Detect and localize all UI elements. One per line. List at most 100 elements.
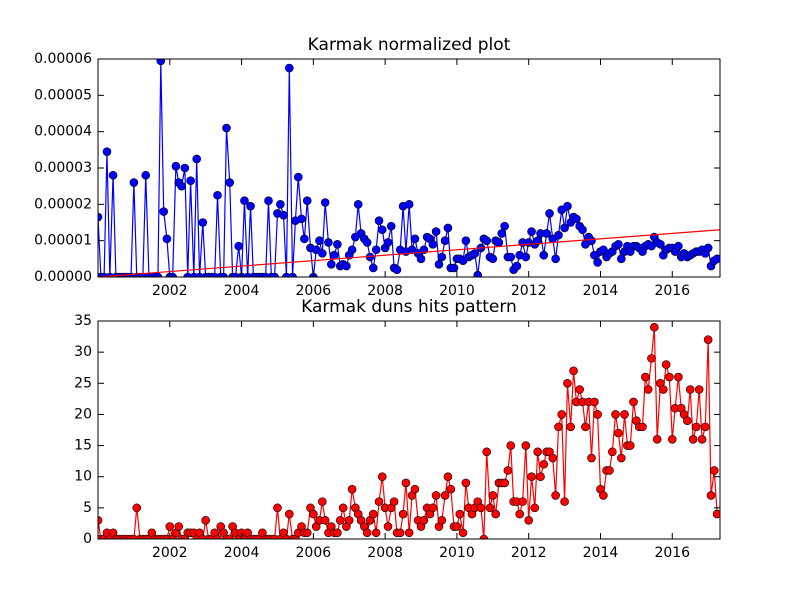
data-point	[320, 516, 330, 525]
data-point	[368, 263, 378, 273]
data-point	[333, 528, 342, 538]
data-point	[488, 491, 498, 500]
x-tick-label: 2006	[296, 283, 332, 299]
data-point	[709, 466, 719, 475]
data-point	[667, 435, 677, 444]
data-point	[560, 223, 569, 233]
data-point	[401, 478, 411, 488]
data-point	[482, 447, 492, 457]
data-point	[219, 272, 228, 277]
data-point	[482, 236, 492, 245]
data-point	[410, 234, 420, 244]
data-point	[692, 422, 701, 432]
data-point	[697, 435, 707, 444]
data-point	[521, 252, 531, 262]
data-point	[616, 254, 626, 264]
data-point	[706, 491, 716, 500]
y-tick-label: 25	[74, 375, 92, 391]
data-point	[587, 236, 596, 245]
data-point	[614, 240, 623, 249]
data-point	[569, 366, 578, 376]
data-point	[383, 522, 393, 531]
data-point	[270, 272, 279, 277]
data-point	[186, 176, 195, 186]
data-point	[470, 249, 480, 258]
data-point	[165, 522, 175, 531]
data-point	[234, 241, 243, 251]
data-point	[347, 484, 357, 494]
data-point	[440, 236, 450, 245]
data-point	[527, 227, 536, 236]
data-point	[599, 491, 608, 500]
y-tick-label: 0	[83, 531, 92, 547]
subplot: Karmak normalized plot 2002 2004 2006 2008 20…	[34, 35, 721, 299]
data-point	[273, 503, 282, 513]
data-point	[641, 372, 650, 382]
data-point	[342, 261, 351, 271]
axes-frame	[97, 320, 721, 540]
data-point	[494, 238, 504, 247]
data-point	[395, 528, 405, 538]
y-tick-label: 0.00001	[34, 233, 92, 249]
data-point	[264, 196, 273, 205]
data-point	[102, 147, 112, 156]
x-tick-label: 2010	[439, 283, 475, 299]
data-point	[201, 516, 210, 525]
data-point	[434, 259, 444, 269]
data-point	[288, 272, 297, 277]
data-point	[530, 503, 540, 513]
y-tick-label: 0.00004	[34, 124, 92, 140]
data-point	[449, 263, 459, 273]
y-tick-label: 0.00005	[34, 87, 92, 103]
data-point	[371, 528, 381, 538]
data-point	[476, 503, 486, 513]
data-point	[324, 238, 333, 247]
data-point	[285, 63, 294, 73]
data-point	[302, 528, 312, 538]
x-tick-label: 2002	[152, 545, 188, 561]
data-point	[246, 201, 255, 211]
data-point	[652, 435, 662, 444]
data-point	[428, 240, 438, 249]
data-point	[225, 534, 235, 539]
subplot: Karmak duns hits pattern 2002 2004 2006 2008…	[74, 297, 721, 561]
data-point	[347, 245, 357, 255]
data-point	[458, 528, 468, 538]
data-point	[497, 229, 507, 238]
data-point	[625, 441, 635, 450]
data-point	[551, 491, 560, 500]
data-point	[159, 207, 168, 216]
data-point	[222, 123, 231, 133]
data-point	[500, 221, 509, 231]
data-point	[213, 190, 222, 200]
data-point	[419, 516, 429, 525]
data-point	[605, 466, 614, 475]
y-tick-label: 0.00003	[34, 160, 92, 176]
data-point	[518, 497, 527, 506]
data-point	[485, 503, 495, 513]
x-tick-label: 2016	[654, 545, 690, 561]
data-point	[643, 385, 653, 394]
data-point	[616, 453, 626, 463]
data-point	[174, 522, 184, 531]
data-point	[563, 378, 572, 388]
data-point	[362, 238, 372, 247]
x-tick-label: 2006	[296, 545, 332, 561]
data-point	[377, 225, 387, 235]
data-point	[180, 163, 190, 173]
data-point	[276, 200, 285, 209]
data-point	[410, 484, 420, 494]
data-point	[685, 385, 695, 394]
x-tick-label: 2016	[654, 283, 690, 299]
data-point	[213, 534, 222, 539]
data-point	[581, 422, 590, 432]
data-point	[129, 178, 139, 187]
data-point	[329, 250, 339, 260]
x-tick-label: 2014	[583, 283, 619, 299]
data-point	[326, 259, 336, 269]
data-point	[404, 528, 414, 538]
data-point	[108, 170, 118, 180]
data-point	[539, 250, 549, 260]
data-point	[437, 516, 447, 525]
data-point	[293, 172, 303, 182]
